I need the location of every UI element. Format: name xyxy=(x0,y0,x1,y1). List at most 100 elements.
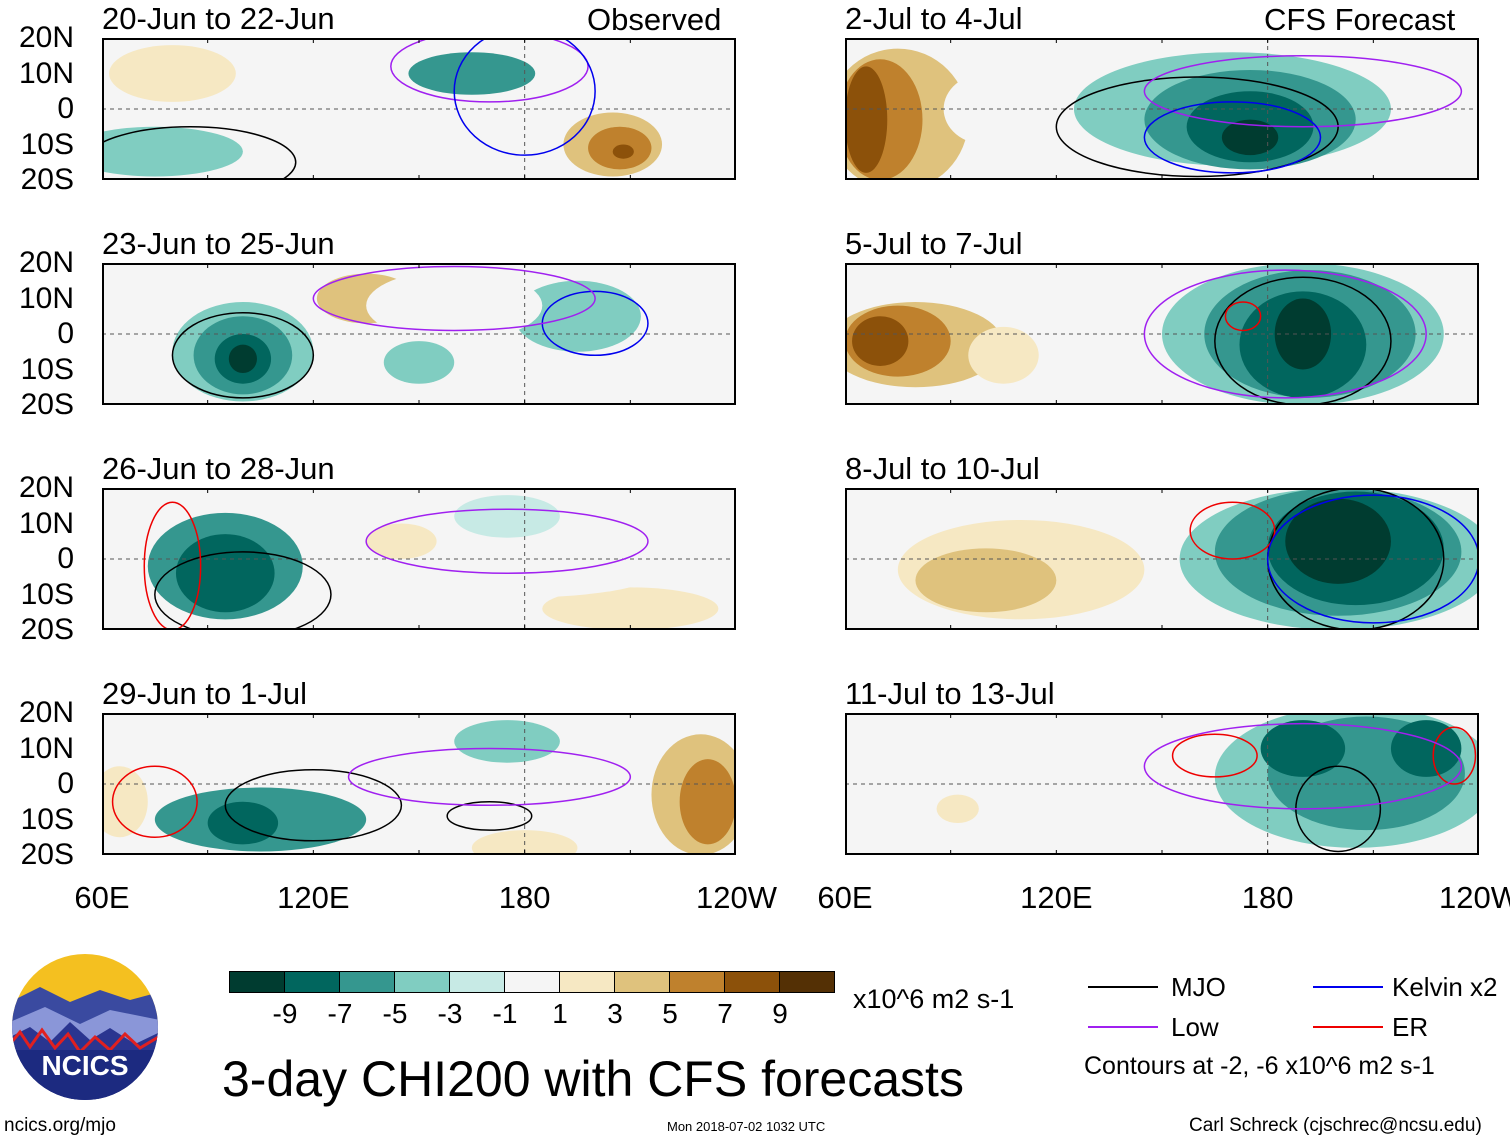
colorbar-tick-label: 9 xyxy=(772,998,788,1029)
anomaly-region xyxy=(845,752,1127,852)
anomaly-region xyxy=(366,555,648,599)
lat-tick-label: 10S xyxy=(20,127,74,161)
panel-title: 23-Jun to 25-Jun xyxy=(102,226,335,261)
contour-low xyxy=(1143,722,1463,810)
colorbar-tick-label: -5 xyxy=(382,998,408,1029)
forecast-label: CFS Forecast xyxy=(1264,2,1456,37)
units-label: x10^6 m2 s-1 xyxy=(853,984,1015,1014)
anomaly-region xyxy=(968,326,1039,384)
lat-tick-label: 20S xyxy=(20,388,74,421)
map-panel xyxy=(845,488,1479,630)
colorbar-swatch xyxy=(449,971,505,993)
chart-title: 3-day CHI200 with CFS forecasts xyxy=(222,1051,964,1107)
contour-mjo xyxy=(102,126,297,180)
map-panel xyxy=(102,488,736,630)
contour-er xyxy=(143,501,202,630)
legend-swatch-kelvin xyxy=(1313,986,1383,988)
lon-tick-label: 120E xyxy=(277,880,350,915)
colorbar-tick-label: 5 xyxy=(662,998,678,1029)
ncics-logo: NCICS xyxy=(10,952,160,1102)
lat-tick-label: 10N xyxy=(18,506,74,540)
contour-low xyxy=(347,747,632,807)
anomaly-region xyxy=(1390,720,1462,777)
colorbar-swatch xyxy=(284,971,340,993)
lat-tick-label: 0 xyxy=(57,542,74,575)
lon-tick-label: 60E xyxy=(74,880,130,915)
anomaly-region xyxy=(943,73,1029,145)
anomaly-region xyxy=(1285,498,1391,584)
lat-tick-label: 10N xyxy=(18,731,74,765)
contour-low xyxy=(312,265,596,332)
colorbar-swatch xyxy=(779,971,835,993)
anomaly-region xyxy=(612,144,634,159)
lon-tick-label: 60E xyxy=(817,880,873,915)
map-panel xyxy=(845,38,1479,180)
anomaly-region xyxy=(207,801,279,845)
anomaly-region xyxy=(936,794,979,824)
lat-tick-label: 20N xyxy=(18,471,74,504)
footer-timestamp: Mon 2018-07-02 1032 UTC xyxy=(667,1119,826,1134)
panel-title: 29-Jun to 1-Jul xyxy=(102,676,308,711)
colorbar-tick-label: 1 xyxy=(552,998,568,1029)
contour-er xyxy=(1432,726,1477,785)
logo-text: NCICS xyxy=(41,1050,129,1081)
colorbar-swatch xyxy=(504,971,560,993)
anomaly-region xyxy=(1221,119,1279,156)
lon-tick-label: 180 xyxy=(498,880,551,915)
anomaly-region xyxy=(109,45,236,102)
anomaly-region xyxy=(313,73,419,131)
map-panel xyxy=(102,713,736,855)
panel-title: 26-Jun to 28-Jun xyxy=(102,451,335,486)
lat-tick-label: 20N xyxy=(18,696,74,729)
contour-kelvin xyxy=(1143,101,1322,174)
lat-tick-label: 20N xyxy=(18,246,74,279)
lat-tick-label: 10S xyxy=(20,802,74,836)
colorbar-tick-label: 7 xyxy=(717,998,733,1029)
map-panel xyxy=(845,263,1479,405)
lon-tick-label: 120W xyxy=(1439,880,1510,915)
legend-label-er: ER xyxy=(1392,1012,1429,1042)
anomaly-region xyxy=(366,270,543,342)
contour-mjo xyxy=(1214,276,1392,405)
footer-url[interactable]: ncics.org/mjo xyxy=(4,1115,116,1136)
contour-er xyxy=(1189,501,1276,560)
lat-tick-label: 20S xyxy=(20,163,74,196)
legend-label-kelvin: Kelvin x2 xyxy=(1392,972,1498,1002)
panel-title: 2-Jul to 4-Jul xyxy=(845,1,1023,36)
colorbar-tick-label: 3 xyxy=(607,998,623,1029)
panel-title: 8-Jul to 10-Jul xyxy=(845,451,1040,486)
anomaly-region xyxy=(454,495,560,538)
anomaly-region xyxy=(852,316,909,366)
contour-mjo xyxy=(154,551,332,630)
contour-kelvin xyxy=(453,38,596,156)
map-panel xyxy=(102,38,736,180)
anomaly-region xyxy=(915,548,1057,613)
legend-swatch-mjo xyxy=(1088,986,1158,988)
colorbar-swatch xyxy=(229,971,285,993)
lon-tick-label: 180 xyxy=(1241,880,1294,915)
lon-tick-label: 120W xyxy=(696,880,777,915)
legend-label-low: Low xyxy=(1171,1012,1219,1042)
map-panel xyxy=(102,263,736,405)
anomaly-region xyxy=(845,66,888,173)
colorbar-tick-label: -1 xyxy=(492,998,518,1029)
lat-tick-label: 0 xyxy=(57,92,74,125)
contour-er xyxy=(1171,733,1258,778)
contour-er xyxy=(1224,301,1262,332)
contour-mjo xyxy=(1055,76,1339,178)
contour-low xyxy=(365,508,649,574)
panel-title: 20-Jun to 22-Jun xyxy=(102,1,335,36)
lat-tick-label: 20S xyxy=(20,838,74,871)
contour-mjo xyxy=(446,801,533,831)
contour-er xyxy=(111,765,198,838)
lon-tick-label: 120E xyxy=(1020,880,1093,915)
observed-label: Observed xyxy=(587,2,722,37)
anomaly-region xyxy=(679,759,736,845)
colorbar-swatch xyxy=(559,971,615,993)
anomaly-region xyxy=(228,344,257,374)
colorbar-tick-label: -3 xyxy=(437,998,463,1029)
anomaly-region xyxy=(1260,720,1346,777)
anomaly-region xyxy=(408,52,536,95)
contour-low xyxy=(1143,55,1463,128)
